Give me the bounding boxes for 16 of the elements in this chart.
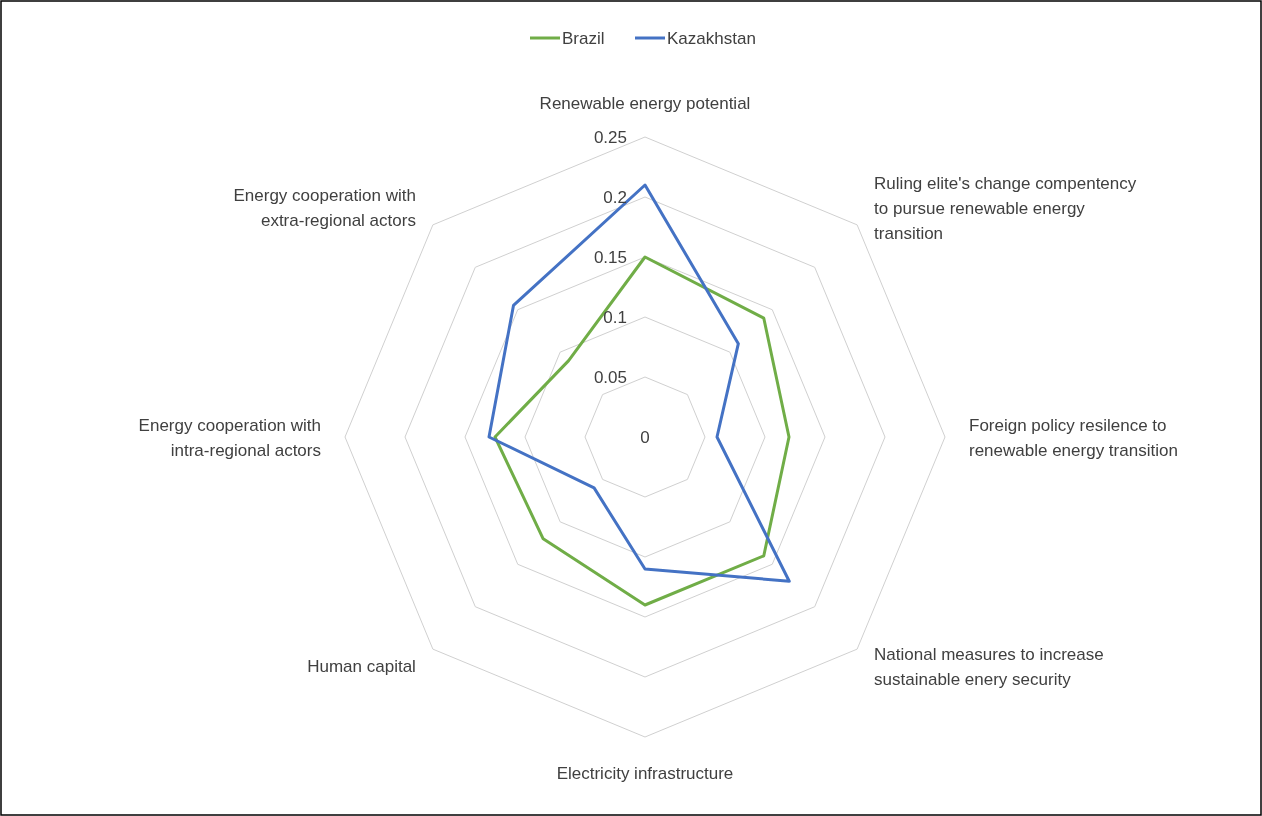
spoke-label: Energy cooperation with intra-regional actors bbox=[138, 415, 321, 460]
y-tick-label: 0.15 bbox=[593, 248, 627, 267]
spoke-label: Foreign policy resilence to renewable energy transition bbox=[969, 415, 1178, 460]
legend-label: Brazil bbox=[562, 29, 605, 48]
spoke-label: Energy cooperation with extra-regional actors bbox=[233, 186, 416, 231]
y-tick-label: 0.25 bbox=[593, 128, 627, 147]
spoke-label: Renewable energy potential bbox=[539, 94, 751, 113]
spoke-label: National measures to increase sustainable enery security bbox=[874, 644, 1104, 689]
spoke-label: Electricity infrastructure bbox=[556, 764, 734, 783]
y-tick-label: 0.1 bbox=[603, 308, 627, 327]
y-tick-label: 0.2 bbox=[603, 188, 627, 207]
y-tick-label: 0.05 bbox=[593, 368, 627, 387]
legend-label: Kazakhstan bbox=[667, 29, 756, 48]
spoke-label: Human capital bbox=[307, 657, 416, 677]
y-tick-label: 0 bbox=[640, 428, 650, 447]
spoke-label: Ruling elite's change compentency to pursue renewable energy transition bbox=[874, 173, 1137, 243]
